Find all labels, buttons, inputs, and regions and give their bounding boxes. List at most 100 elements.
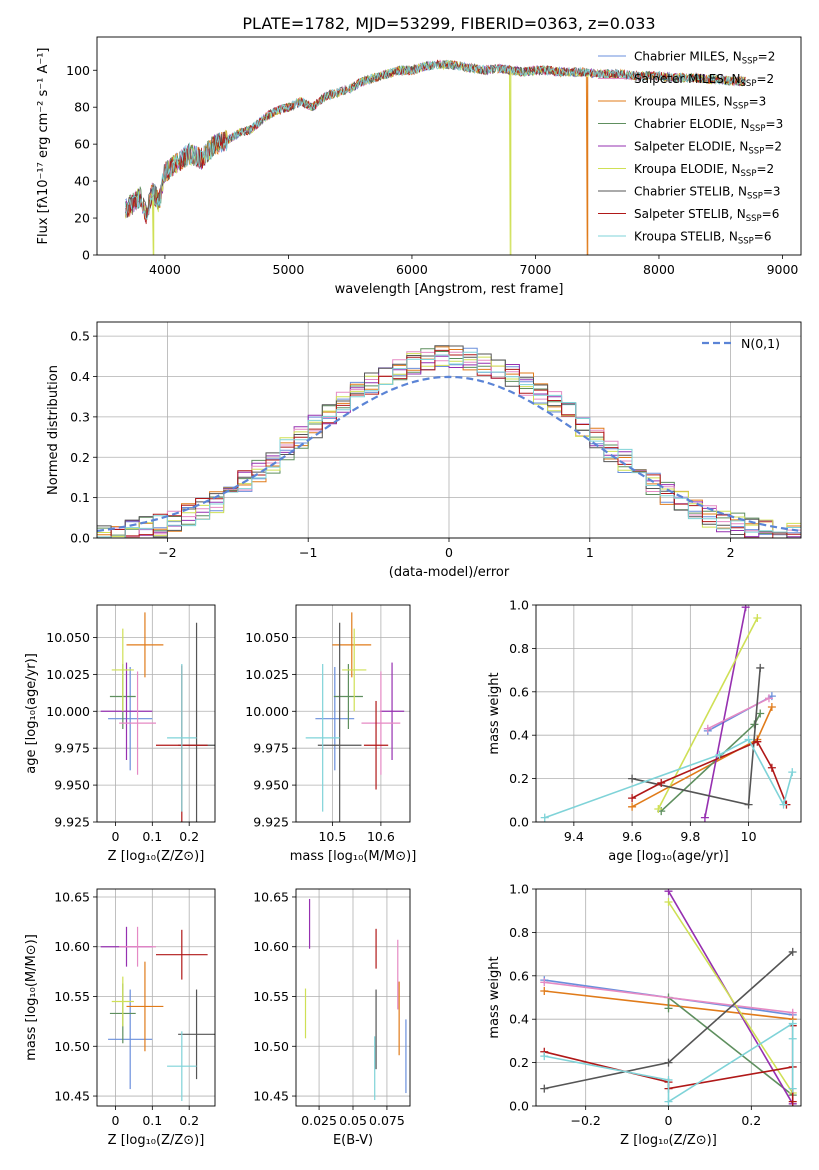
- legend-label: Chabrier MILES, NSSP=2: [634, 50, 775, 67]
- weight-marker: [628, 802, 637, 811]
- x-tick-label: 1: [586, 545, 594, 560]
- x-tick-label: 8000: [643, 262, 675, 277]
- y-axis-label: age [log₁₀(age/yr)]: [24, 653, 39, 774]
- y-tick-label: 10.50: [54, 1039, 90, 1054]
- legend-label: Salpeter ELODIE, NSSP=2: [634, 140, 782, 157]
- plot-area: [100, 612, 215, 822]
- y-tick-label: 9.925: [253, 815, 289, 830]
- y-tick-label: 10.45: [253, 1089, 289, 1104]
- x-tick-label: 0.1: [142, 829, 162, 844]
- weight-line: [631, 706, 773, 808]
- normal-curve: [97, 375, 799, 532]
- y-tick-label: 10.025: [245, 667, 289, 682]
- weight-marker: [664, 1004, 673, 1013]
- y-tick-label: 20: [74, 211, 90, 226]
- y-tick-label: 0.4: [509, 1012, 529, 1027]
- y-axis-label: mass weight: [487, 672, 502, 754]
- weight-marker: [788, 1097, 797, 1106]
- weight-marker: [756, 709, 765, 718]
- legend-label: Salpeter MILES, NSSP=2: [634, 72, 774, 89]
- x-tick-label: 0.1: [142, 1113, 162, 1128]
- weight-marker: [657, 778, 666, 787]
- x-tick-label: 0.2: [179, 1113, 199, 1128]
- weight-line: [544, 1022, 794, 1104]
- weight-marker: [753, 737, 762, 746]
- x-tick-label: −2: [158, 545, 176, 560]
- weight-marker: [788, 1084, 797, 1093]
- weight-line: [707, 697, 770, 730]
- y-tick-label: 10.000: [245, 704, 289, 719]
- plot-area: [540, 889, 797, 1106]
- histogram-series: [97, 349, 801, 538]
- panel-weight_vs_age: 9.4 9.6 9.8 10 0.0 0.2 0.4 0.6 0.8 1.0 age [log₁₀(…: [487, 598, 802, 864]
- legend-label: Kroupa ELODIE, NSSP=2: [634, 162, 774, 179]
- panel-age_vs_mass: 10.5 10.6 9.925 9.950 9.975 10.000 10.025 10.05…: [245, 604, 417, 864]
- y-tick-label: 0.4: [509, 728, 529, 743]
- weight-marker: [654, 804, 663, 813]
- y-tick-label: 0.5: [70, 329, 90, 344]
- x-tick-label: 10: [741, 829, 757, 844]
- weight-marker: [628, 774, 637, 783]
- y-axis-label: Flux [fλ10⁻¹⁷ erg cm⁻² s⁻¹ A⁻¹]: [36, 48, 51, 245]
- plot-area: [97, 345, 801, 538]
- y-tick-label: 10.025: [46, 667, 90, 682]
- x-axis-label: Z [log₁₀(Z/Z⊙)]: [620, 1133, 717, 1148]
- legend-label: N(0,1): [741, 336, 780, 351]
- y-tick-label: 0.2: [509, 771, 529, 786]
- y-tick-label: 0.1: [70, 490, 90, 505]
- figure-title: PLATE=1782, MJD=53299, FIBERID=0363, z=0…: [242, 14, 655, 33]
- weight-marker: [540, 978, 549, 987]
- y-tick-label: 10.050: [245, 630, 289, 645]
- x-tick-label: 2: [727, 545, 735, 560]
- weight-marker: [628, 794, 637, 803]
- x-tick-label: 0.025: [301, 1113, 337, 1128]
- weight-marker: [788, 1008, 797, 1017]
- panel-age_vs_Z: 0 0.1 0.2 9.925 9.950 9.975 10.000 10.025 10.050…: [24, 604, 216, 864]
- x-tick-label: 4000: [149, 262, 181, 277]
- weight-line: [544, 981, 793, 1014]
- weight-marker: [767, 702, 776, 711]
- axes-frame: [295, 888, 411, 1107]
- x-tick-label: 0: [111, 1113, 119, 1128]
- y-tick-label: 1.0: [509, 882, 529, 897]
- y-tick-label: 80: [74, 100, 90, 115]
- plot-area: [304, 898, 407, 1101]
- x-tick-label: 10.6: [367, 829, 395, 844]
- y-tick-label: 9.925: [54, 815, 90, 830]
- axes-frame: [96, 321, 802, 539]
- axes-frame: [96, 888, 216, 1107]
- x-tick-label: 0.05: [339, 1113, 367, 1128]
- axes-frame: [295, 604, 411, 823]
- y-tick-label: 0.6: [509, 684, 529, 699]
- panel-mass_vs_Z: 0 0.1 0.2 10.45 10.50 10.55 10.60 10.65 Z [log₁₀…: [24, 888, 216, 1148]
- x-tick-label: 0.2: [741, 1113, 761, 1128]
- x-axis-label: E(B-V): [333, 1133, 373, 1148]
- y-tick-label: 40: [74, 174, 90, 189]
- panel-weight_vs_Z: −0.2 0 0.2 0.0 0.2 0.4 0.6 0.8 1.0 Z [log₁₀(Z/Z⊙)…: [487, 882, 802, 1148]
- legend-label: Kroupa STELIB, NSSP=6: [634, 230, 772, 247]
- x-tick-label: 5000: [273, 262, 305, 277]
- y-tick-label: 100: [66, 63, 90, 78]
- axes-frame: [535, 604, 802, 823]
- plot-area: [125, 59, 746, 255]
- weight-marker: [788, 1034, 797, 1043]
- y-tick-label: 10.050: [46, 630, 90, 645]
- histogram-series: [97, 351, 801, 538]
- y-tick-label: 0.8: [509, 641, 529, 656]
- y-tick-label: 10.55: [54, 989, 90, 1004]
- weight-marker: [764, 694, 773, 703]
- x-tick-label: 9.6: [622, 829, 642, 844]
- spectrum-line-6: [125, 59, 746, 255]
- x-axis-label: mass [log₁₀(M/M⊙)]: [290, 849, 417, 864]
- x-tick-label: −1: [299, 545, 317, 560]
- legend-label: Kroupa MILES, NSSP=3: [634, 95, 766, 112]
- panel-spectrum: 4000 5000 6000 7000 8000 9000 0 20 40 60 80 100 wave…: [36, 36, 802, 297]
- plot-area: [100, 926, 215, 1102]
- weight-marker: [744, 800, 753, 809]
- y-tick-label: 9.950: [253, 778, 289, 793]
- weight-line: [704, 607, 747, 818]
- y-tick-label: 9.950: [54, 778, 90, 793]
- weight-marker: [756, 663, 765, 672]
- y-tick-label: 0.3: [70, 409, 90, 424]
- y-tick-label: 10.000: [46, 704, 90, 719]
